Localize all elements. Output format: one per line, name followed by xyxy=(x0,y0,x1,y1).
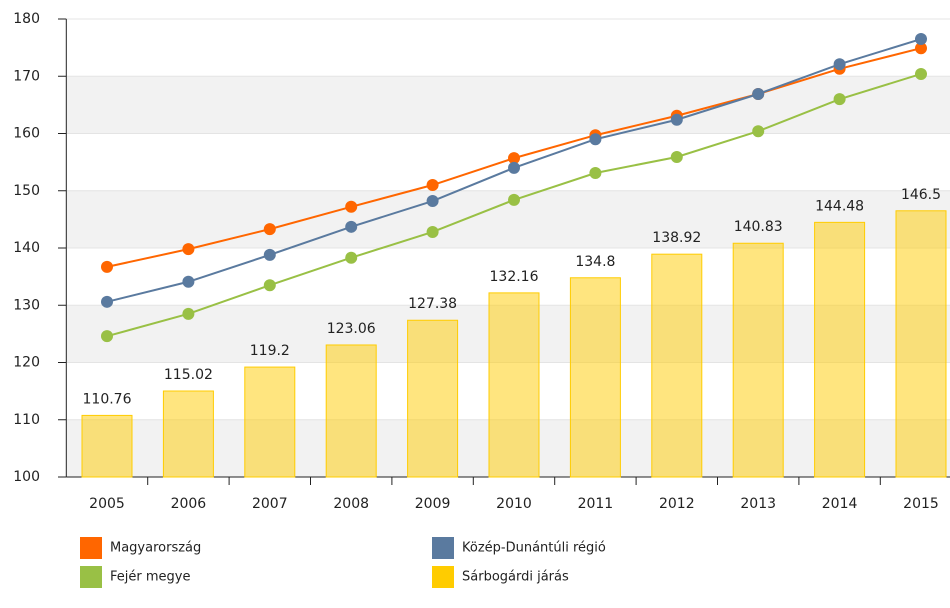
point xyxy=(752,125,765,138)
point xyxy=(263,223,276,236)
data-label: 138.92 xyxy=(652,230,701,246)
point xyxy=(915,42,927,55)
data-label: 132.16 xyxy=(490,269,539,285)
y-tick-label: 180 xyxy=(13,11,40,27)
x-tick-label: 2007 xyxy=(252,496,288,512)
point xyxy=(670,113,683,126)
point xyxy=(508,161,520,174)
bar xyxy=(162,390,214,478)
x-tick-label: 2015 xyxy=(903,496,939,512)
point xyxy=(426,195,439,208)
data-label: 144.48 xyxy=(815,198,864,214)
data-label: 127.38 xyxy=(408,296,457,312)
point xyxy=(670,150,683,163)
data-label: 146.5 xyxy=(901,187,941,203)
legend-label: Közép-Dunántúli régió xyxy=(462,541,606,556)
legend-swatch xyxy=(80,537,102,559)
bar xyxy=(407,319,459,478)
data-label: 110.76 xyxy=(83,391,132,407)
bar xyxy=(244,366,296,478)
y-tick-label: 130 xyxy=(13,297,40,313)
x-tick-label: 2014 xyxy=(822,496,858,512)
x-tick-label: 2006 xyxy=(171,496,207,512)
y-tick-label: 140 xyxy=(13,240,40,256)
legend-swatch xyxy=(432,537,454,559)
point xyxy=(426,179,439,192)
point xyxy=(345,220,358,233)
bar xyxy=(81,414,133,478)
bar xyxy=(569,277,621,478)
y-tick-label: 110 xyxy=(13,412,40,428)
point xyxy=(833,93,846,106)
legend-label: Magyarország xyxy=(110,541,201,556)
y-tick-label: 160 xyxy=(13,126,40,142)
point xyxy=(915,67,927,80)
point xyxy=(345,200,358,213)
point xyxy=(589,133,602,146)
bar xyxy=(895,210,947,478)
bar xyxy=(814,221,866,478)
bar xyxy=(488,292,540,478)
data-label: 123.06 xyxy=(327,321,376,337)
bar xyxy=(651,253,703,478)
x-tick-label: 2013 xyxy=(740,496,776,512)
y-tick-label: 100 xyxy=(13,469,40,485)
grid-band xyxy=(66,76,950,134)
point xyxy=(589,167,602,180)
point xyxy=(182,243,195,256)
data-label: 115.02 xyxy=(164,367,213,383)
legend-swatch xyxy=(432,566,454,588)
point xyxy=(101,260,113,273)
data-label: 140.83 xyxy=(734,219,783,235)
point xyxy=(345,251,358,264)
bar xyxy=(732,242,784,478)
point xyxy=(508,193,520,206)
x-tick-label: 2012 xyxy=(659,496,695,512)
point xyxy=(101,295,113,308)
x-tick-label: 2011 xyxy=(578,496,614,512)
point xyxy=(915,33,927,46)
y-tick-label: 150 xyxy=(13,183,40,199)
point xyxy=(752,87,765,100)
point xyxy=(508,152,520,165)
legend-label: Sárbogárdi járás xyxy=(462,570,569,585)
x-tick-label: 2008 xyxy=(333,496,369,512)
point xyxy=(263,248,276,261)
point xyxy=(833,58,846,71)
bar xyxy=(325,344,377,478)
x-tick-label: 2005 xyxy=(89,496,125,512)
point xyxy=(426,225,439,238)
legend-swatch xyxy=(80,566,102,588)
legend-label: Fejér megye xyxy=(110,570,190,585)
data-label: 134.8 xyxy=(575,254,615,270)
y-tick-label: 120 xyxy=(13,355,40,371)
point xyxy=(182,275,195,288)
y-tick-label: 170 xyxy=(13,68,40,84)
point xyxy=(101,330,113,343)
data-label: 119.2 xyxy=(250,343,290,359)
point xyxy=(182,307,195,320)
x-tick-label: 2009 xyxy=(415,496,451,512)
x-tick-label: 2010 xyxy=(496,496,532,512)
point xyxy=(263,279,276,292)
